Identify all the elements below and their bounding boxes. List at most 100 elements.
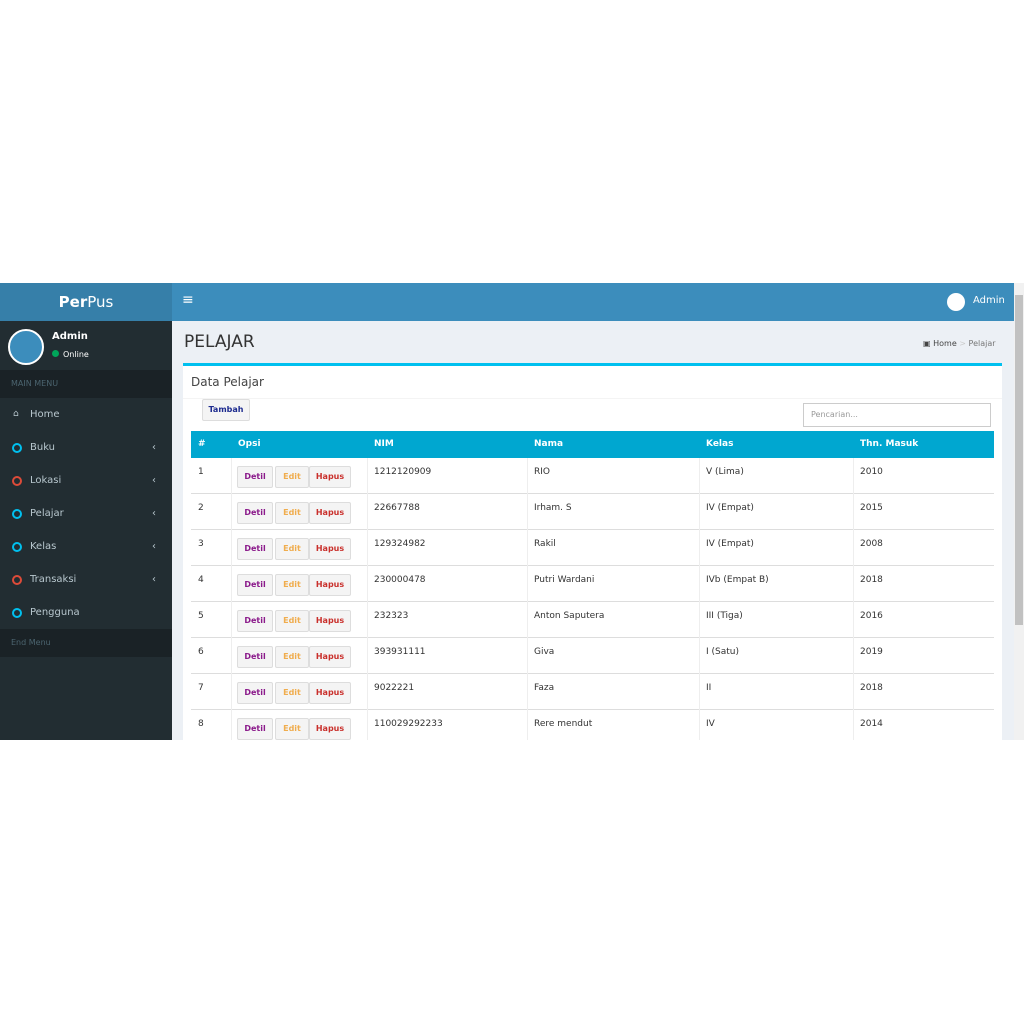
menu-label: Kelas [30, 541, 57, 552]
cell-border [853, 566, 854, 602]
action-button[interactable]: Edit [275, 574, 309, 596]
action-button[interactable]: Edit [275, 538, 309, 560]
table-cell: 9022221 [374, 683, 415, 693]
user-avatar [947, 293, 965, 311]
cell-border [367, 566, 368, 602]
table-cell: 2018 [860, 683, 883, 693]
brand-bold: Per [58, 293, 88, 311]
app: PerPus ≡ Admin Admin Online MAIN MENU ⌂ H… [0, 283, 1024, 740]
action-button[interactable]: Hapus [309, 502, 351, 524]
table-cell: 3 [198, 539, 204, 549]
table-cell: 8 [198, 719, 204, 729]
action-button[interactable]: Hapus [309, 646, 351, 668]
table-cell: 7 [198, 683, 204, 693]
table-cell: II [706, 683, 712, 693]
action-button[interactable]: Hapus [309, 610, 351, 632]
menu-item[interactable]: Pelajar ‹ [0, 497, 172, 530]
table-cell: IVb (Empat B) [706, 575, 769, 585]
menu-item[interactable]: Buku ‹ [0, 431, 172, 464]
cell-border [699, 674, 700, 710]
cell-border [367, 458, 368, 494]
breadcrumb-home[interactable]: Home [933, 339, 957, 348]
table-cell: I (Satu) [706, 647, 739, 657]
action-button[interactable]: Hapus [309, 574, 351, 596]
menu-label: Transaksi [30, 574, 77, 585]
cell-border [231, 566, 232, 602]
table-cell: IV [706, 719, 715, 729]
menu-item[interactable]: Lokasi ‹ [0, 464, 172, 497]
table-cell: 2018 [860, 575, 883, 585]
cell-border [699, 566, 700, 602]
menu-toggle[interactable]: ≡ [182, 292, 194, 308]
action-button[interactable]: Detil [237, 466, 273, 488]
search-input[interactable]: Pencarian... [803, 403, 991, 427]
cell-border [853, 638, 854, 674]
menu-item[interactable]: ⌂ Home [0, 398, 172, 431]
scroll-thumb[interactable] [1015, 295, 1023, 625]
menu-label: Pengguna [30, 607, 80, 618]
cell-border [527, 566, 528, 602]
action-button[interactable]: Hapus [309, 718, 351, 740]
cell-border [367, 710, 368, 740]
add-button[interactable]: Tambah [202, 399, 250, 421]
topbar-user[interactable]: Admin [973, 295, 1005, 306]
cell-border [699, 458, 700, 494]
cell-border [699, 530, 700, 566]
menu-arrow: ‹ [152, 508, 156, 519]
table-header: NIM [374, 439, 394, 449]
cell-border [231, 674, 232, 710]
action-button[interactable]: Hapus [309, 466, 351, 488]
action-button[interactable]: Edit [275, 646, 309, 668]
cell-border [699, 494, 700, 530]
menu-item[interactable]: Transaksi ‹ [0, 563, 172, 596]
table-cell: 4 [198, 575, 204, 585]
table-cell: RIO [534, 467, 550, 477]
menu-icon [12, 443, 22, 453]
menu-icon: ⌂ [13, 409, 19, 419]
table-header: Opsi [238, 439, 261, 449]
action-button[interactable]: Edit [275, 718, 309, 740]
table-cell: 2015 [860, 503, 883, 513]
action-button[interactable]: Edit [275, 502, 309, 524]
action-button[interactable]: Detil [237, 538, 273, 560]
cell-border [699, 602, 700, 638]
table-cell: Rere mendut [534, 719, 593, 729]
menu-item[interactable]: Pengguna [0, 596, 172, 629]
action-button[interactable]: Detil [237, 718, 273, 740]
action-button[interactable]: Detil [237, 682, 273, 704]
menu-item[interactable]: Kelas ‹ [0, 530, 172, 563]
action-button[interactable]: Edit [275, 682, 309, 704]
menu-label: Home [30, 409, 60, 420]
action-button[interactable]: Edit [275, 466, 309, 488]
table-header: Kelas [706, 439, 734, 449]
cell-border [699, 710, 700, 740]
cell-border [853, 458, 854, 494]
table-header: Thn. Masuk [860, 439, 919, 449]
action-button[interactable]: Detil [237, 610, 273, 632]
box-title: Data Pelajar [191, 375, 264, 389]
cell-border [231, 710, 232, 740]
action-button[interactable]: Edit [275, 610, 309, 632]
menu-icon [12, 476, 22, 486]
cell-border [853, 710, 854, 740]
user-image [8, 329, 44, 365]
menu-arrow: ‹ [152, 574, 156, 585]
cell-border [231, 494, 232, 530]
menu-label: Pelajar [30, 508, 64, 519]
cell-border [367, 530, 368, 566]
cell-border [367, 494, 368, 530]
cell-border [527, 602, 528, 638]
cell-border [367, 602, 368, 638]
action-button[interactable]: Detil [237, 646, 273, 668]
action-button[interactable]: Detil [237, 574, 273, 596]
menu-arrow: ‹ [152, 475, 156, 486]
table-cell: Putri Wardani [534, 575, 595, 585]
action-button[interactable]: Hapus [309, 538, 351, 560]
action-button[interactable]: Hapus [309, 682, 351, 704]
action-button[interactable]: Detil [237, 502, 273, 524]
cell-border [853, 494, 854, 530]
logo[interactable]: PerPus [0, 283, 172, 321]
table-cell: Irham. S [534, 503, 572, 513]
cell-border [231, 530, 232, 566]
